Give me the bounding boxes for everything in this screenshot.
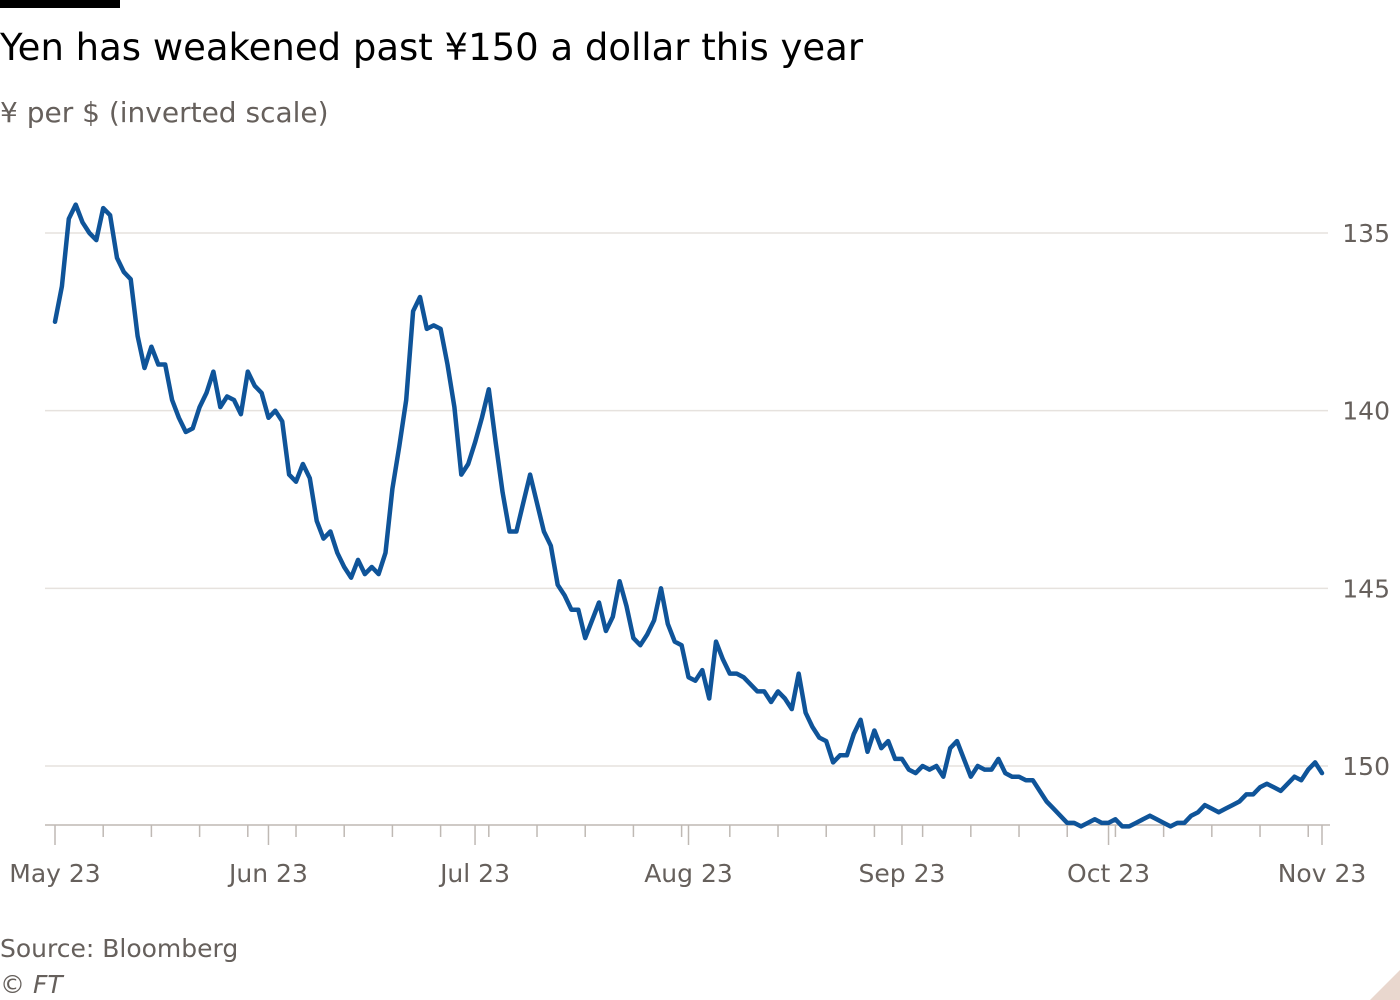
- chart-area: 135 140 145 150 May 23 Jun 23 Jul 23 Aug 23 Sep…: [9, 202, 1390, 888]
- x-tick-label: Jun 23: [227, 859, 308, 888]
- source-note: Source: Bloomberg: [0, 934, 239, 963]
- series-line: [52, 202, 1325, 829]
- x-axis: May 23 Jun 23 Jul 23 Aug 23 Sep 23 Oct 23 Nov …: [9, 824, 1367, 888]
- y-axis: 135 140 145 150: [1342, 219, 1390, 781]
- y-tick-label: 150: [1342, 752, 1390, 781]
- gridlines: [45, 232, 1328, 767]
- chart-title: Yen has weakened past ¥150 a dollar this…: [0, 26, 864, 69]
- y-tick-label: 135: [1342, 219, 1390, 248]
- x-tick-label: Jul 23: [438, 859, 510, 888]
- y-tick-label: 145: [1342, 574, 1390, 603]
- x-tick-label: Oct 23: [1067, 859, 1150, 888]
- corner-mark: [1370, 970, 1400, 1000]
- y-tick-label: 140: [1342, 397, 1390, 426]
- copyright: © FT: [0, 970, 63, 999]
- top-rule: [0, 0, 120, 8]
- chart-subtitle: ¥ per $ (inverted scale): [0, 96, 329, 129]
- x-tick-label: May 23: [9, 859, 100, 888]
- x-tick-label: Aug 23: [644, 859, 733, 888]
- x-tick-label: Sep 23: [859, 859, 946, 888]
- x-tick-label: Nov 23: [1278, 859, 1367, 888]
